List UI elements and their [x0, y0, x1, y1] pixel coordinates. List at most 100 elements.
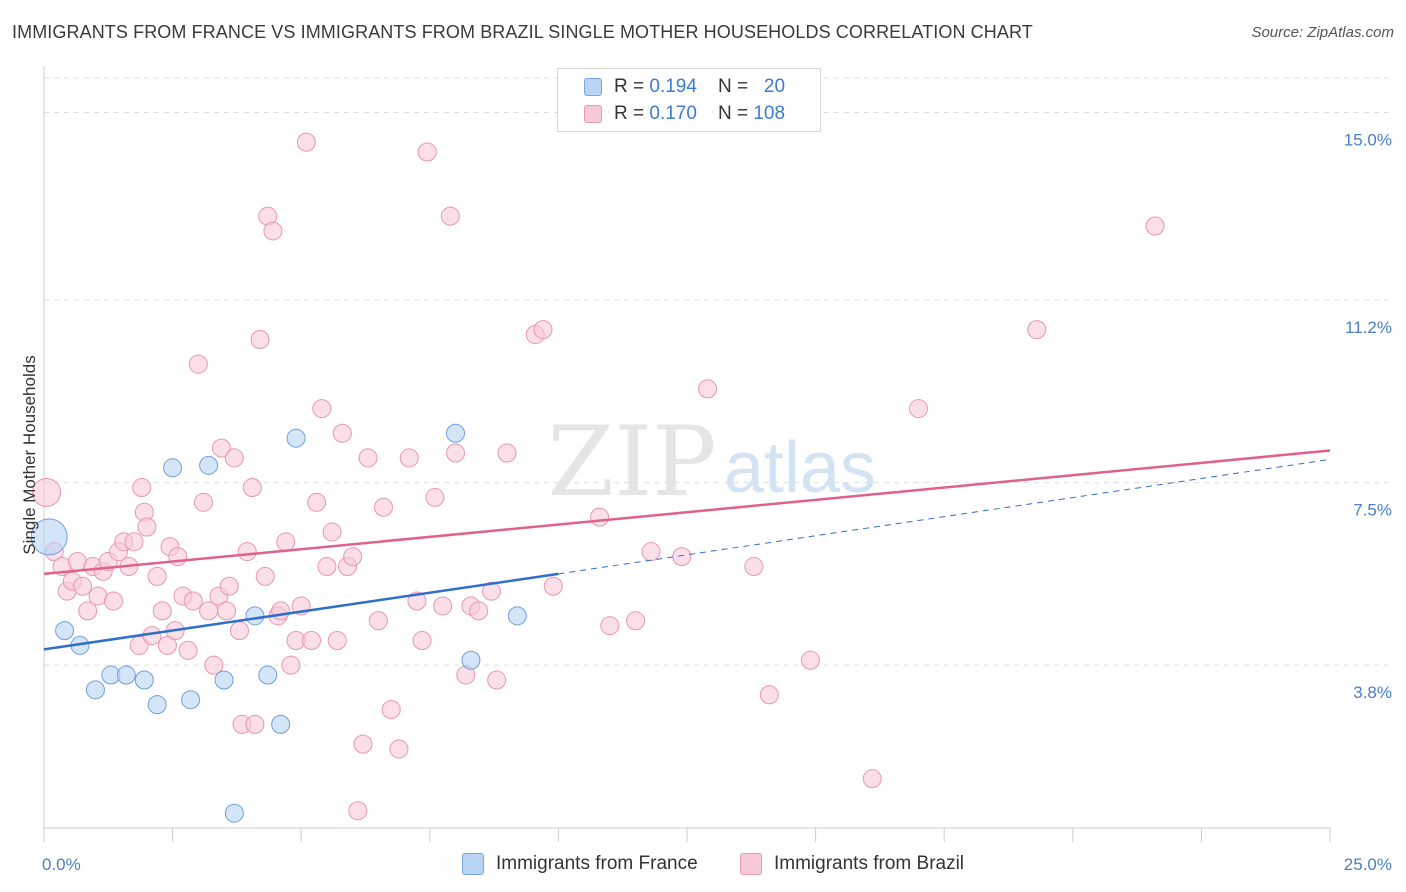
france-n-label: N =: [717, 76, 749, 97]
brazil-r-label: R =: [614, 103, 645, 124]
france-point: [147, 695, 167, 715]
brazil-point: [425, 487, 445, 507]
france-point: [214, 670, 234, 690]
brazil-point: [440, 206, 460, 226]
france-point: [286, 428, 306, 448]
axes: [43, 66, 1331, 842]
brazil-point: [229, 621, 249, 641]
france-point: [446, 423, 466, 443]
france-r-label: R =: [614, 76, 645, 97]
brazil-point: [353, 734, 373, 754]
trend-lines: [43, 449, 1331, 651]
brazil-point: [626, 611, 646, 631]
brazil-point: [332, 423, 352, 443]
brazil-legend-label: Immigrants from Brazil: [774, 853, 965, 874]
legend-row-brazil: R = 0.170 N = 108: [584, 102, 785, 126]
brazil-point: [343, 547, 363, 567]
brazil-point: [211, 438, 231, 458]
france-point: [199, 455, 219, 475]
brazil-point: [433, 596, 453, 616]
brazil-point: [908, 399, 928, 419]
y-axis-title: Single Mother Households: [20, 355, 39, 554]
france-point: [245, 606, 265, 626]
brazil-n-label: N =: [717, 103, 749, 124]
brazil-point: [124, 532, 144, 552]
correlation-legend: R = 0.194 N = 20 R = 0.170 N = 108: [557, 68, 821, 132]
france-point: [507, 606, 527, 626]
brazil-point: [862, 769, 882, 789]
y-tick-label: 7.5%: [1353, 501, 1392, 520]
brazil-point: [641, 542, 661, 562]
x-tick-label: 0.0%: [42, 855, 81, 874]
brazil-point: [147, 566, 167, 586]
brazil-point: [497, 443, 517, 463]
brazil-point: [487, 670, 507, 690]
brazil-point: [183, 591, 203, 611]
legend-item-brazil[interactable]: Immigrants from Brazil: [740, 851, 964, 877]
brazil-point: [237, 542, 257, 562]
x-tick-labels: 0.0% 25.0%: [42, 855, 1392, 874]
france-point: [116, 665, 136, 685]
brazil-point: [103, 591, 123, 611]
france-point: [134, 670, 154, 690]
brazil-point: [296, 132, 316, 152]
brazil-point: [193, 492, 213, 512]
brazil-point: [312, 399, 332, 419]
chart-title: IMMIGRANTS FROM FRANCE VS IMMIGRANTS FRO…: [12, 22, 1033, 42]
france-point: [271, 714, 291, 734]
watermark-atlas: atlas: [724, 428, 876, 508]
brazil-point: [389, 739, 409, 759]
watermark-zip: ZIP: [547, 406, 716, 518]
brazil-n-value: 108: [753, 103, 786, 124]
brazil-point: [219, 576, 239, 596]
legend-item-france[interactable]: Immigrants from France: [462, 851, 698, 877]
brazil-point: [744, 556, 764, 576]
brazil-point: [698, 379, 718, 399]
france-point: [55, 621, 75, 641]
france-legend-swatch: [462, 853, 484, 875]
france-points: [30, 423, 527, 823]
brazil-point: [482, 581, 502, 601]
brazil-point: [137, 517, 157, 537]
brazil-point: [301, 631, 321, 650]
france-point: [224, 803, 244, 823]
brazil-point: [224, 448, 244, 468]
brazil-point: [381, 700, 401, 720]
brazil-point: [399, 448, 419, 468]
brazil-trend-line: [43, 449, 1331, 576]
brazil-point: [327, 631, 347, 650]
brazil-point: [281, 655, 301, 675]
france-legend-label: Immigrants from France: [496, 853, 698, 874]
brazil-point: [152, 601, 172, 621]
brazil-point: [672, 547, 692, 567]
brazil-point: [307, 492, 327, 512]
brazil-point: [446, 443, 466, 463]
y-tick-label: 15.0%: [1344, 131, 1392, 150]
france-point: [258, 665, 278, 685]
gridlines: [44, 77, 1392, 666]
x-tick-label: 25.0%: [1344, 855, 1392, 874]
brazil-swatch: [584, 105, 602, 123]
france-point: [85, 680, 105, 700]
brazil-point: [759, 685, 779, 705]
brazil-point: [188, 354, 208, 374]
france-point: [163, 458, 183, 478]
france-trend-line: [43, 572, 559, 651]
france-trend-extension: [558, 458, 1331, 575]
brazil-point: [417, 142, 437, 162]
brazil-point: [1145, 216, 1165, 236]
brazil-point: [242, 478, 262, 498]
france-point: [461, 650, 481, 670]
brazil-point: [217, 601, 237, 621]
brazil-point: [317, 556, 337, 576]
brazil-point: [245, 714, 265, 734]
brazil-r-value: 0.170: [649, 103, 697, 124]
france-swatch: [584, 78, 602, 96]
brazil-point: [157, 635, 177, 655]
brazil-point: [322, 522, 342, 542]
brazil-point: [276, 532, 296, 552]
watermark: ZIP atlas: [547, 406, 876, 518]
brazil-point: [543, 576, 563, 596]
brazil-legend-swatch: [740, 853, 762, 875]
